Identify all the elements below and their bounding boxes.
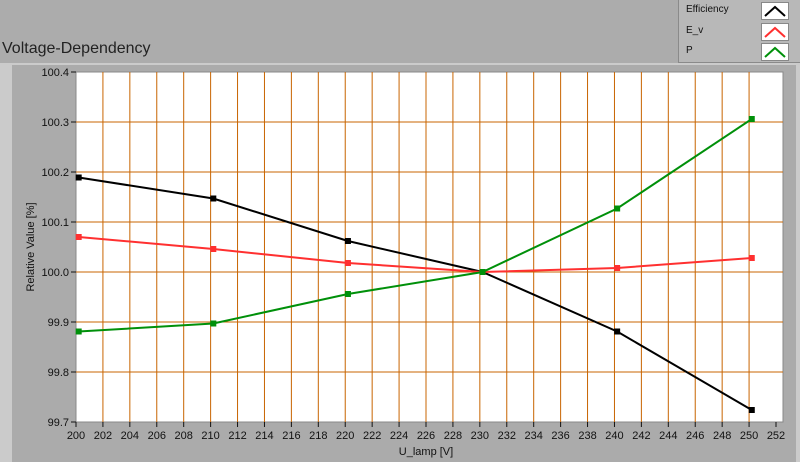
x-tick-label: 222 <box>363 430 381 442</box>
y-tick-label: 99.7 <box>48 417 69 429</box>
x-tick-label: 244 <box>659 430 677 442</box>
data-point-efficiency <box>748 407 755 413</box>
series-line-efficiency <box>78 176 753 411</box>
data-point-p <box>344 291 351 297</box>
x-tick-label: 226 <box>417 430 435 442</box>
x-tick-label: 230 <box>471 430 489 442</box>
x-tick-label: 204 <box>121 430 139 442</box>
data-point-e-v <box>748 255 755 261</box>
x-tick-label: 218 <box>309 430 327 442</box>
x-tick-label: 206 <box>148 430 166 442</box>
y-tick-label: 100.1 <box>41 217 69 229</box>
x-tick-label: 228 <box>444 430 462 442</box>
y-tick-label: 99.9 <box>48 317 69 329</box>
x-tick-label: 246 <box>686 430 704 442</box>
data-point-p <box>748 116 755 122</box>
series-line-p <box>78 118 753 333</box>
x-tick-label: 220 <box>336 430 354 442</box>
y-tick-label: 100.3 <box>41 117 69 129</box>
x-tick-label: 210 <box>201 430 219 442</box>
y-tick-label: 100.2 <box>41 167 69 179</box>
x-tick-label: 224 <box>390 430 408 442</box>
legend-swatch-ev[interactable] <box>761 23 789 41</box>
x-tick-label: 208 <box>175 430 193 442</box>
data-point-e-v <box>614 265 621 271</box>
y-axis-label: Relative Value [%] <box>25 202 37 291</box>
x-tick-label: 248 <box>713 430 731 442</box>
legend-label-ev: E_v <box>686 25 704 36</box>
x-tick-label: 240 <box>605 430 623 442</box>
data-point-p <box>75 328 82 335</box>
data-point-efficiency <box>344 238 351 244</box>
legend: Efficiency E_v P <box>678 0 800 63</box>
x-tick-label: 252 <box>767 430 785 442</box>
data-point-p <box>614 205 621 212</box>
data-point-efficiency <box>210 195 217 202</box>
series-line-e-v <box>78 236 752 274</box>
legend-label-efficiency: Efficiency <box>686 4 729 15</box>
data-point-e-v <box>75 234 82 240</box>
legend-swatch-efficiency[interactable] <box>761 2 789 20</box>
data-point-efficiency <box>614 328 621 335</box>
x-tick-label: 236 <box>551 430 569 442</box>
x-tick-label: 242 <box>632 430 650 442</box>
legend-swatch-p[interactable] <box>761 43 789 61</box>
chart-title: Voltage-Dependency <box>2 40 151 57</box>
y-tick-label: 100.0 <box>41 267 69 279</box>
x-tick-label: 234 <box>525 430 543 442</box>
x-tick-label: 232 <box>498 430 516 442</box>
x-axis-label: U_lamp [V] <box>399 446 453 458</box>
legend-label-p: P <box>686 45 693 56</box>
x-tick-label: 238 <box>578 430 596 442</box>
y-tick-label: 99.8 <box>48 367 69 379</box>
x-tick-label: 212 <box>228 430 246 442</box>
data-point-p <box>479 269 486 275</box>
x-tick-label: 214 <box>255 430 273 442</box>
data-point-p <box>210 320 217 327</box>
x-tick-label: 202 <box>94 430 112 442</box>
data-point-efficiency <box>75 174 82 181</box>
x-tick-label: 250 <box>740 430 758 442</box>
y-tick-label: 100.4 <box>41 67 69 79</box>
data-point-e-v <box>210 246 217 252</box>
x-tick-label: 216 <box>282 430 300 442</box>
x-tick-label: 200 <box>67 430 85 442</box>
data-point-e-v <box>344 260 351 266</box>
